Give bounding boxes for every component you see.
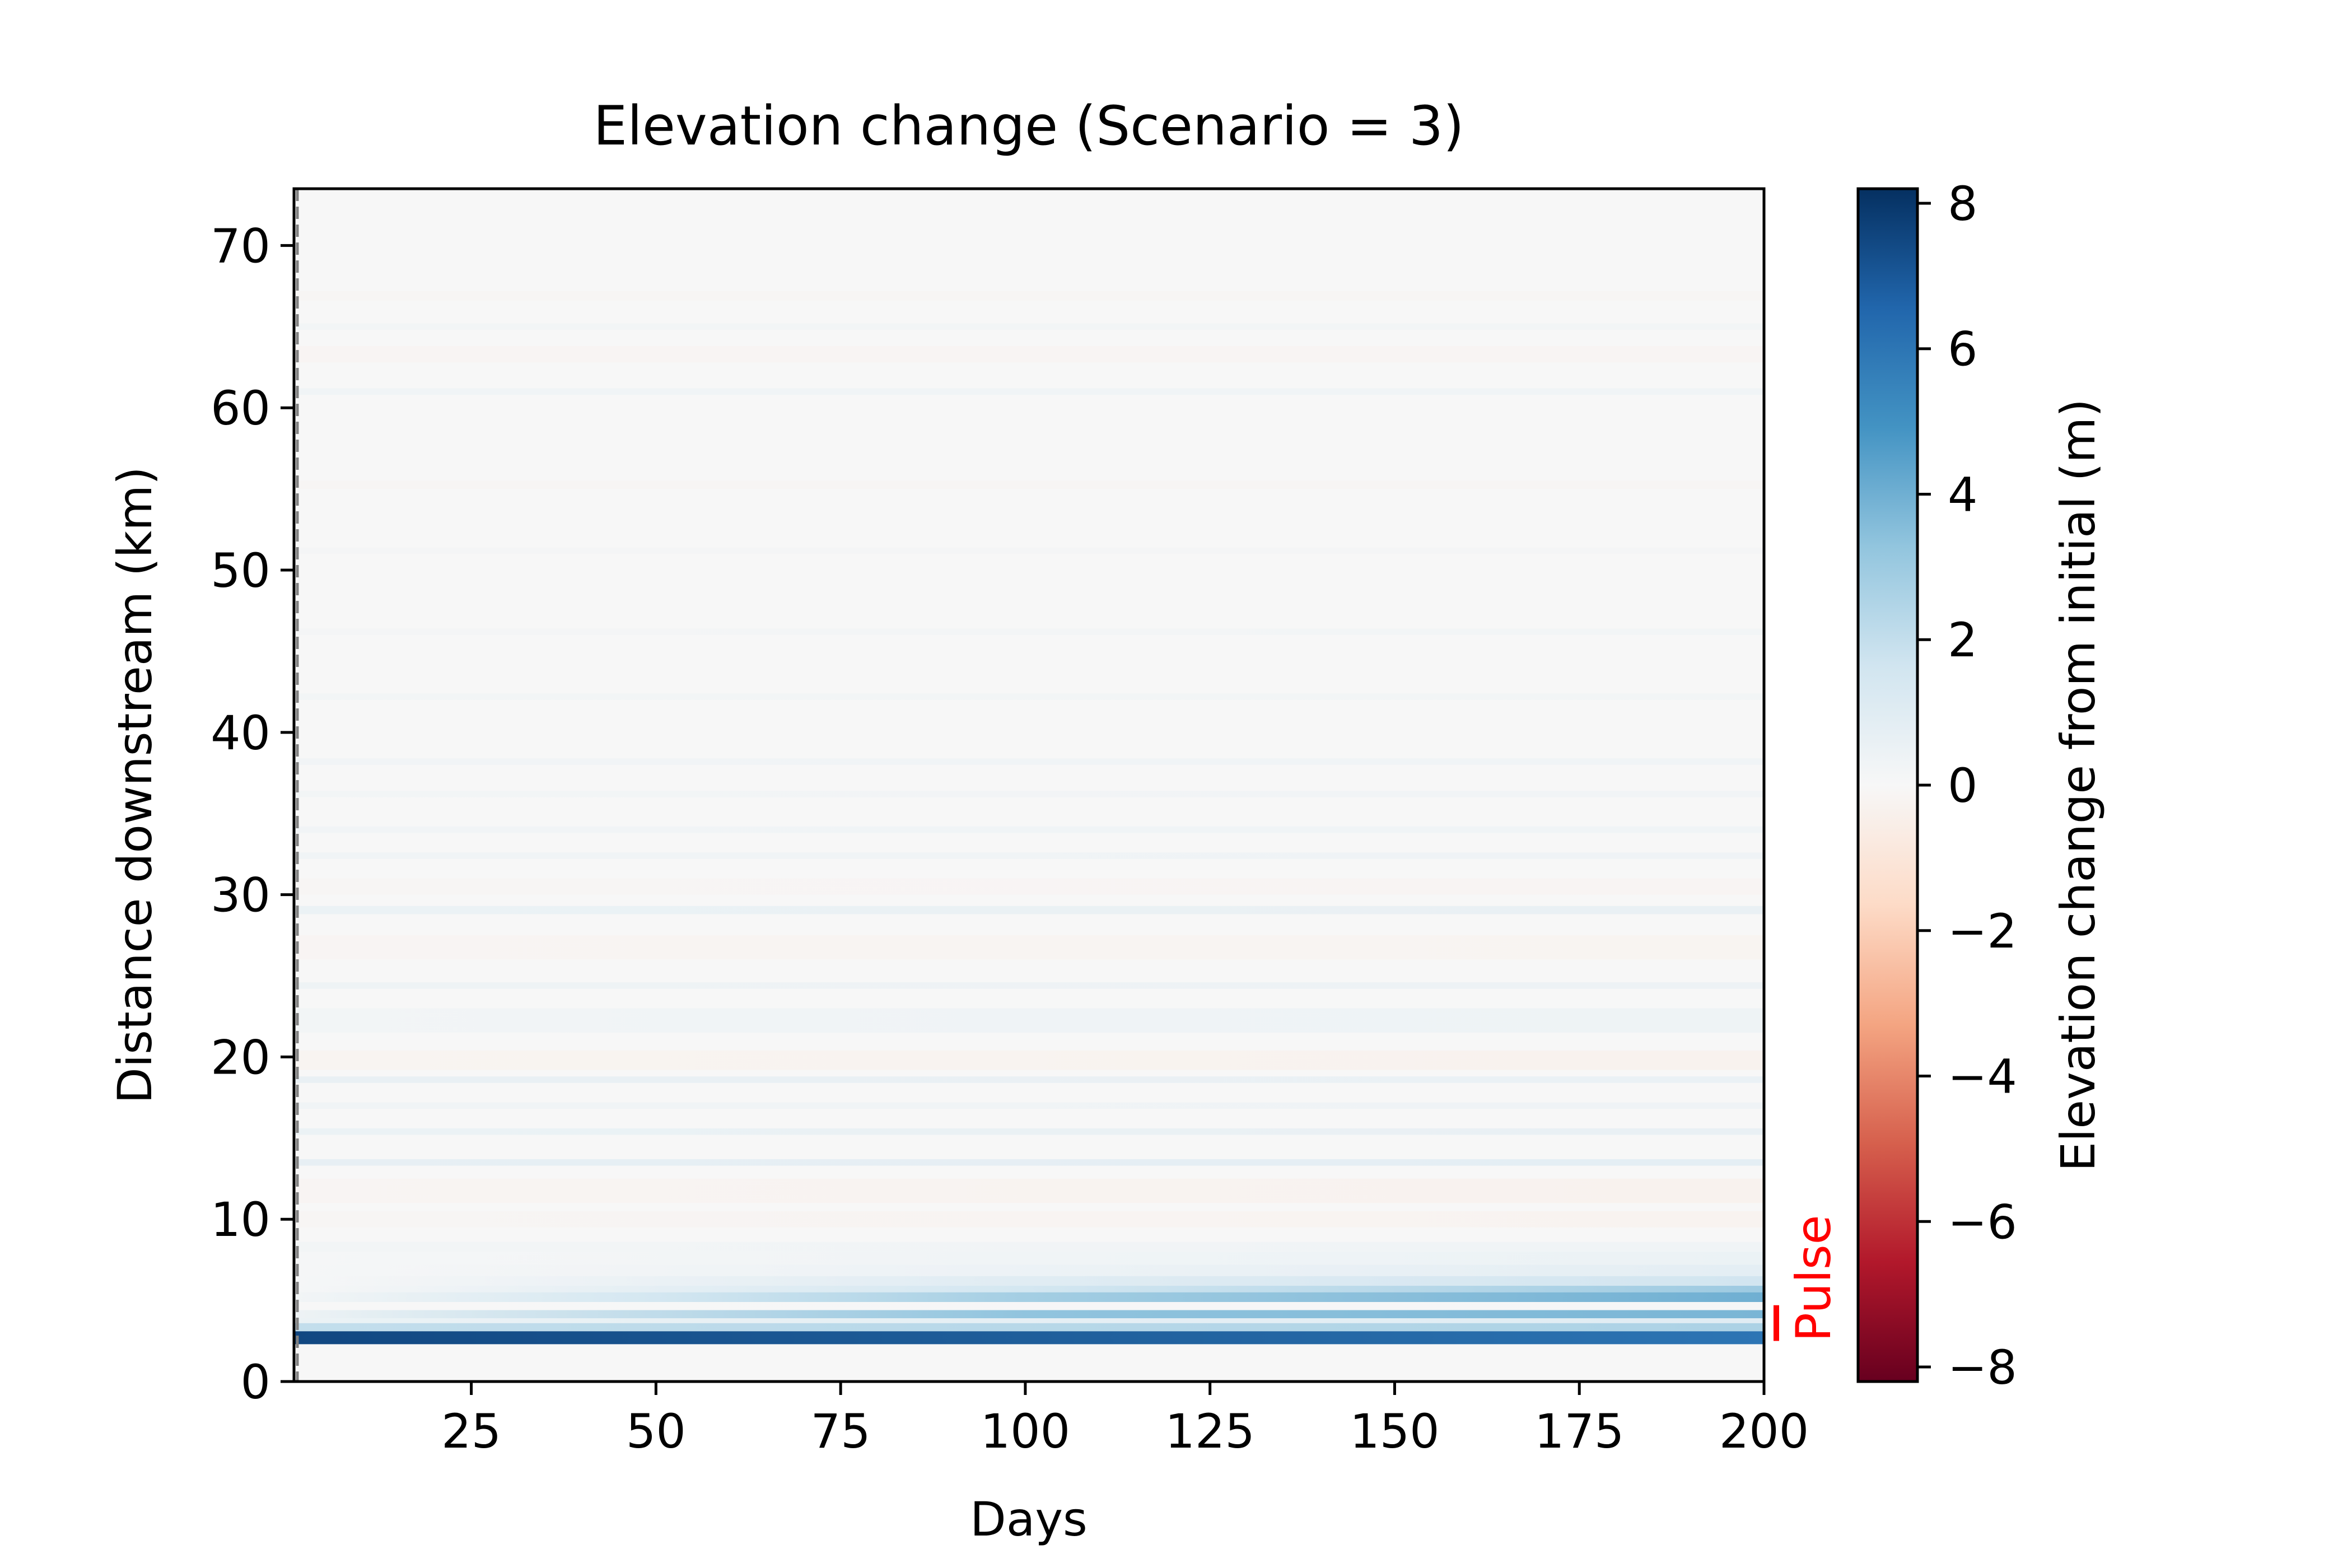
heatmap-band [294,628,1764,635]
y-tick-label: 40 [211,706,270,760]
x-tick-label: 50 [626,1404,686,1459]
heatmap-band [294,982,1764,989]
y-tick-label: 30 [211,868,270,923]
heatmap-band [294,1128,1764,1135]
colorbar-tick-label: 4 [1948,467,1977,522]
heatmap-band [294,1050,1764,1070]
colorbar-tick-label: 6 [1948,322,1977,377]
colorbar [1856,187,1919,1383]
heatmap-band [294,1286,1764,1292]
plot-frame [292,187,1766,1383]
heatmap-band [294,291,1764,301]
x-axis-label: Days [970,1492,1088,1547]
colorbar-tick-label: −8 [1948,1340,2017,1395]
heatmap-band [294,1310,1764,1318]
heatmap-band [294,758,1764,765]
pulse-label: Pulse [1786,1215,1842,1341]
y-tick-label: 50 [211,543,270,598]
colorbar-tick-label: −2 [1948,904,2017,959]
heatmap-band [294,1076,1764,1083]
x-tick-label: 200 [1719,1404,1809,1459]
heatmap-band [294,878,1764,895]
heatmap-band [294,1211,1764,1228]
heatmap-band [294,1302,1764,1310]
heatmap-band [294,1323,1764,1332]
y-tick-label: 20 [211,1030,270,1085]
heatmap-band [294,1292,1764,1302]
x-tick-label: 125 [1165,1404,1255,1459]
chart-title: Elevation change (Scenario = 3) [593,95,1464,157]
heatmap-band [294,935,1764,960]
heatmap-band [294,480,1764,489]
colorbar-tick-label: 8 [1948,176,1977,231]
heatmap-band [294,1159,1764,1166]
x-tick-label: 75 [811,1404,871,1459]
heatmap-band [294,323,1764,330]
heatmap-band [294,1252,1764,1265]
heatmap-band [294,1102,1764,1109]
x-tick-label: 175 [1534,1404,1624,1459]
heatmap-band [294,388,1764,395]
heatmap-bands [294,291,1764,1345]
heatmap-band [294,1264,1764,1276]
heatmap-band [294,1242,1764,1252]
y-tick-label: 0 [241,1355,270,1410]
heatmap-band [294,547,1764,554]
colorbar-label: Elevation change from initial (m) [2051,399,2106,1172]
heatmap-band [294,906,1764,914]
heatmap-band [294,1276,1764,1286]
y-tick-label: 10 [211,1192,270,1247]
colorbar-tick-label: −4 [1948,1049,2017,1104]
x-tick-label: 100 [981,1404,1070,1459]
heatmap-band [294,1008,1764,1033]
x-axis-ticks: 25 50 75 100 125 150 175 200 [441,1382,1809,1459]
heatmap-band [294,791,1764,797]
heatmap-band [294,1318,1764,1323]
y-axis-label: Distance downstream (km) [108,466,162,1104]
heatmap-band [294,346,1764,363]
y-tick-label: 70 [211,218,270,273]
heatmap-band [294,852,1764,859]
heatmap-band [294,1178,1764,1203]
colorbar-ticks: 8 6 4 2 0 −2 −4 −6 −8 [1917,176,2017,1395]
heatmap-band [294,826,1764,833]
y-axis-ticks: 0 10 20 30 40 50 60 70 [211,218,294,1410]
heatmap-band [294,693,1764,700]
colorbar-tick-label: 2 [1948,613,1977,668]
colorbar-tick-label: 0 [1948,758,1977,813]
heatmap-band [294,1331,1764,1345]
colorbar-tick-label: −6 [1948,1194,2017,1249]
x-tick-label: 25 [441,1404,501,1459]
y-tick-label: 60 [211,381,270,436]
x-tick-label: 150 [1350,1404,1439,1459]
